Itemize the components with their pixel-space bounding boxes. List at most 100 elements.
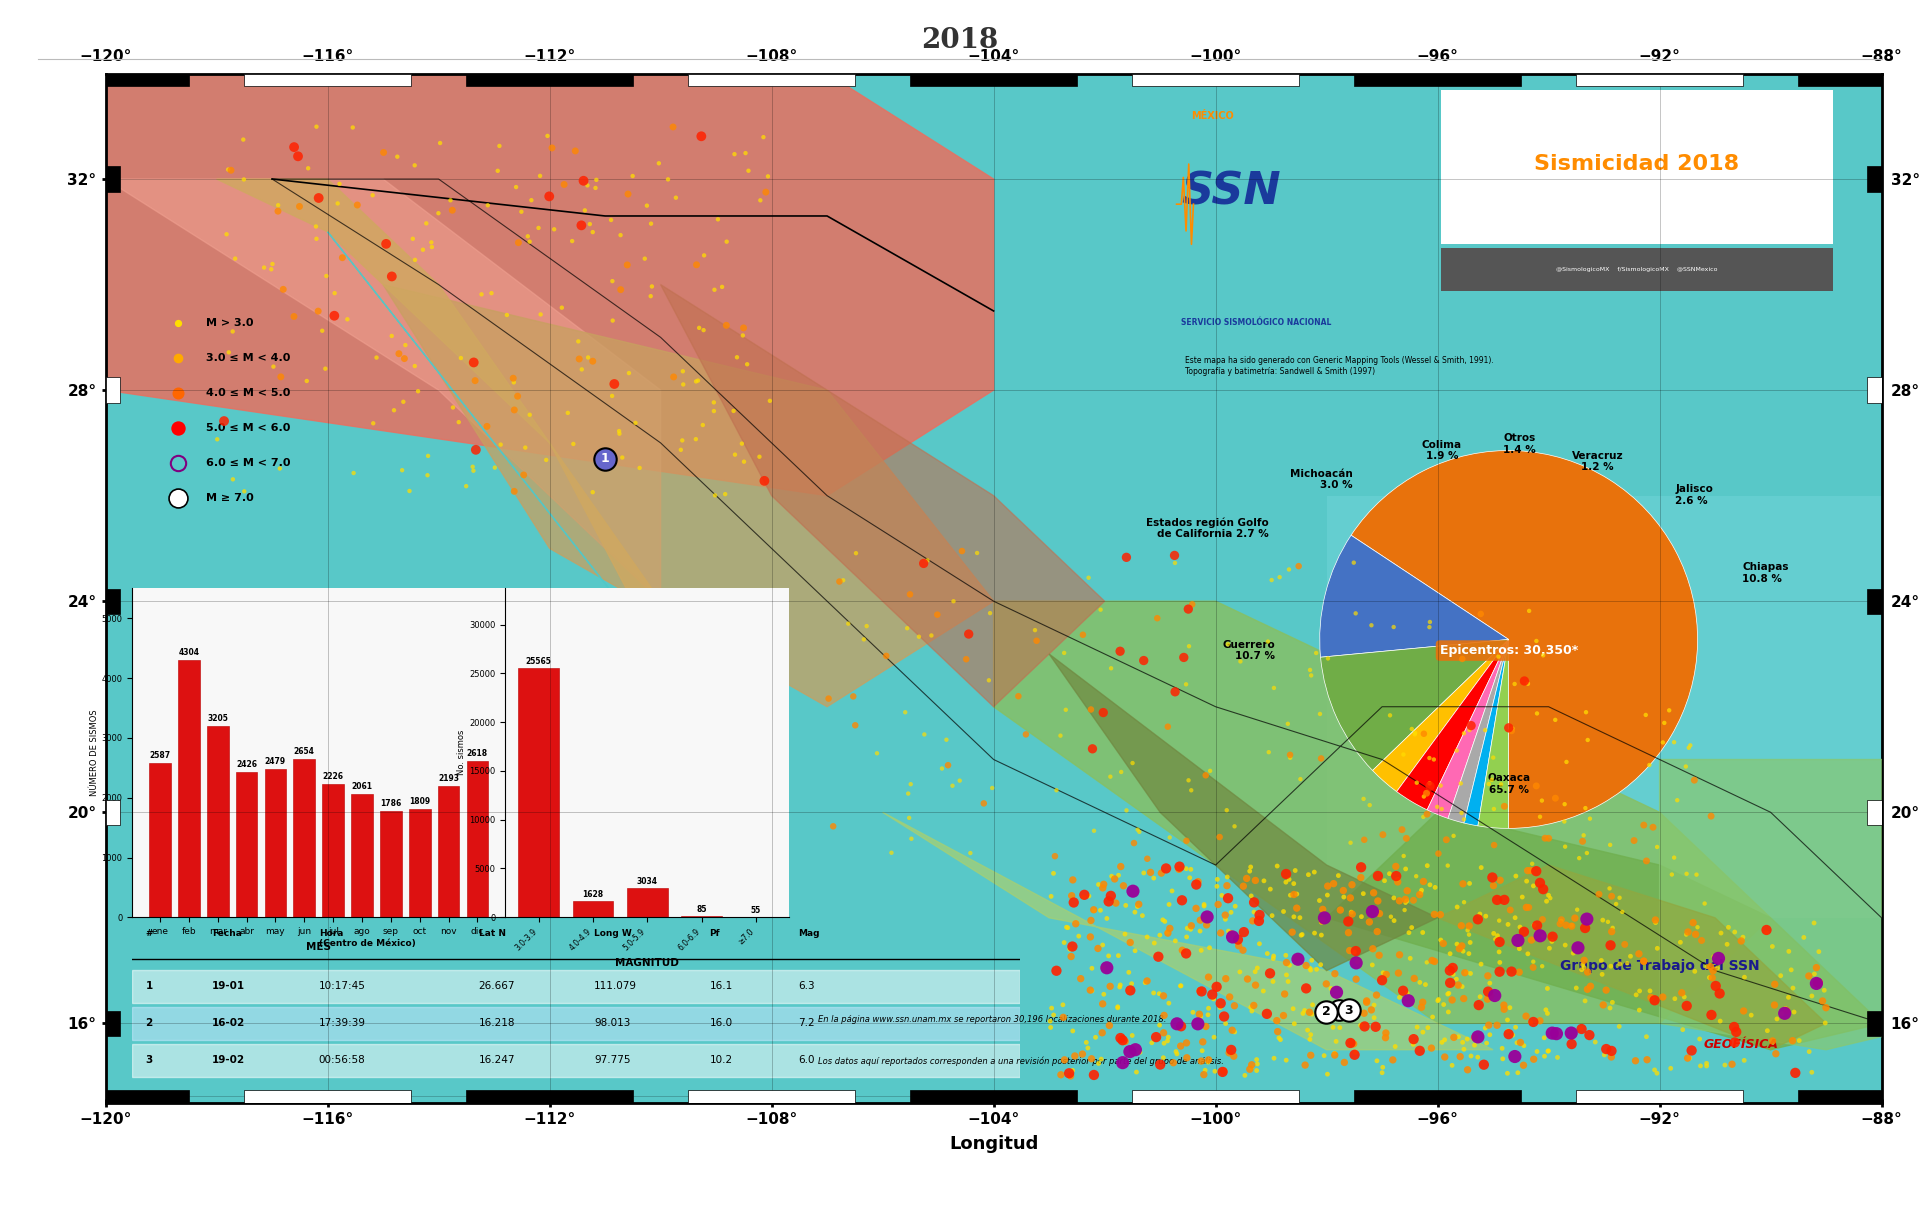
- Point: [1171, 1047, 1202, 1067]
- Point: [1225, 962, 1256, 981]
- Point: [566, 360, 597, 380]
- Point: [1546, 914, 1576, 933]
- Point: [1073, 1038, 1104, 1057]
- Point: [895, 584, 925, 604]
- Point: [1311, 974, 1342, 993]
- Point: [1811, 998, 1841, 1018]
- Point: [1294, 660, 1325, 680]
- Point: [1288, 1003, 1319, 1023]
- Bar: [1576, 74, 1743, 86]
- Point: [954, 625, 985, 644]
- Point: [1359, 995, 1390, 1014]
- Point: [1757, 937, 1788, 957]
- Point: [1087, 935, 1117, 954]
- Point: [720, 445, 751, 464]
- Point: [1085, 900, 1116, 920]
- Point: [751, 183, 781, 202]
- Point: [292, 371, 323, 391]
- Point: [1311, 886, 1342, 905]
- Point: [1488, 1049, 1519, 1068]
- Point: [1377, 1050, 1407, 1069]
- Point: [1390, 828, 1421, 848]
- Point: [1185, 921, 1215, 941]
- Point: [1448, 1033, 1478, 1052]
- Point: [1428, 1047, 1459, 1067]
- Polygon shape: [384, 284, 995, 707]
- Point: [1453, 720, 1484, 740]
- Point: [1050, 918, 1081, 937]
- Point: [1108, 876, 1139, 895]
- Point: [1505, 1033, 1536, 1052]
- Point: [595, 211, 626, 230]
- Point: [1382, 963, 1413, 982]
- Point: [1010, 724, 1041, 744]
- Bar: [106, 167, 119, 191]
- Point: [1463, 909, 1494, 929]
- Point: [1271, 946, 1302, 965]
- Point: [399, 250, 430, 270]
- Point: [1413, 1018, 1444, 1038]
- Point: [660, 187, 691, 207]
- Point: [1475, 974, 1505, 993]
- Point: [1392, 984, 1423, 1003]
- Point: [605, 424, 636, 443]
- Point: [1304, 704, 1334, 724]
- Point: [1534, 886, 1565, 905]
- Point: [1438, 1028, 1469, 1047]
- Point: [1054, 940, 1085, 959]
- Point: [1056, 886, 1087, 905]
- Point: [1069, 884, 1100, 904]
- Point: [1730, 968, 1761, 987]
- Point: [1144, 1016, 1175, 1035]
- Point: [1346, 867, 1377, 887]
- Point: [1455, 964, 1486, 984]
- Point: [1507, 887, 1538, 906]
- Point: [1106, 1028, 1137, 1047]
- Polygon shape: [1438, 865, 1826, 1050]
- Point: [1338, 1034, 1369, 1053]
- Point: [1329, 1052, 1359, 1072]
- Point: [1453, 916, 1484, 936]
- Point: [324, 174, 355, 194]
- Point: [632, 196, 662, 216]
- Point: [1596, 957, 1626, 976]
- Point: [1117, 1025, 1148, 1045]
- Point: [332, 310, 363, 330]
- Point: [1258, 971, 1288, 991]
- Text: 2018: 2018: [922, 27, 998, 54]
- Bar: [244, 1090, 411, 1102]
- Point: [497, 369, 528, 388]
- Point: [614, 364, 645, 383]
- Bar: [689, 1090, 854, 1102]
- Point: [1703, 948, 1734, 968]
- Point: [1306, 748, 1336, 768]
- Point: [1129, 973, 1160, 992]
- Point: [1144, 925, 1175, 944]
- Point: [1213, 987, 1244, 1007]
- Point: [1453, 873, 1484, 893]
- Point: [1165, 976, 1196, 996]
- Point: [1415, 875, 1446, 894]
- Point: [1528, 1046, 1559, 1066]
- Point: [1121, 1062, 1152, 1082]
- Point: [1693, 968, 1724, 987]
- Point: [1392, 881, 1423, 900]
- Point: [1434, 984, 1465, 1003]
- Point: [1452, 1060, 1482, 1079]
- Point: [1536, 932, 1567, 952]
- Point: [1281, 948, 1311, 968]
- Point: [1404, 1041, 1434, 1061]
- Point: [257, 356, 288, 376]
- Point: [1269, 984, 1300, 1003]
- Point: [1473, 990, 1503, 1009]
- Point: [1244, 905, 1275, 925]
- Point: [1482, 1016, 1513, 1035]
- Point: [228, 169, 259, 189]
- Point: [1085, 600, 1116, 620]
- Point: [472, 196, 503, 216]
- Point: [1075, 910, 1106, 930]
- Point: [1294, 1029, 1325, 1049]
- Point: [1434, 973, 1465, 992]
- Point: [376, 267, 407, 287]
- Point: [1271, 872, 1302, 892]
